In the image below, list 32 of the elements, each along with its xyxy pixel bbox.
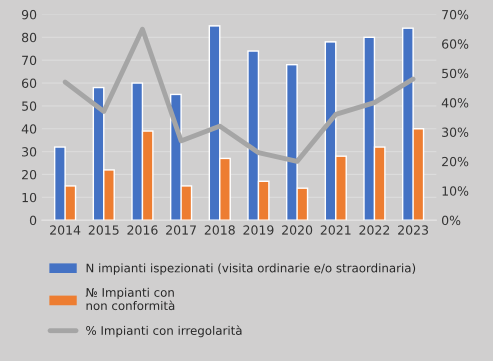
y-tick-label: 0 xyxy=(30,216,36,226)
legend-label: N impianti ispezionati (visita ordinarie e/o straordinaria) xyxy=(86,263,416,275)
y-tick-label: 30 xyxy=(22,147,36,157)
legend-label: % Impianti con irregolarità xyxy=(86,325,242,338)
y-tick-label: 70 xyxy=(22,56,36,66)
x-tick-label: 2015 xyxy=(88,225,119,235)
y2-tick-label: 10% xyxy=(442,186,468,196)
y2-tick-label: 70% xyxy=(442,10,468,20)
y2-tick-label: 20% xyxy=(442,156,468,166)
x-tick-label: 2014 xyxy=(50,225,80,235)
line-series xyxy=(62,26,416,164)
y2-tick-label: 40% xyxy=(442,98,468,108)
legend-label: № Impianti con non conformità xyxy=(86,288,174,310)
y-tick-label: 40 xyxy=(22,124,36,134)
y2-tick-label: 50% xyxy=(442,68,468,78)
x-tick-label: 2021 xyxy=(320,225,351,235)
x-tick-label: 2022 xyxy=(359,225,390,235)
x-tick-label: 2018 xyxy=(204,225,235,235)
x-tick-label: 2017 xyxy=(166,225,196,235)
y-tick-label: 20 xyxy=(22,170,36,180)
y-tick-label: 60 xyxy=(22,78,36,88)
x-tick-label: 2020 xyxy=(282,225,312,235)
y-tick-label: 90 xyxy=(22,10,36,20)
x-tick-label: 2016 xyxy=(127,225,158,235)
y-tick-label: 10 xyxy=(22,192,36,202)
x-tick-label: 2019 xyxy=(243,225,274,235)
y2-tick-label: 0% xyxy=(442,216,460,226)
y-tick-label: 80 xyxy=(22,32,36,42)
y-tick-label: 50 xyxy=(22,101,36,111)
x-tick-label: 2023 xyxy=(398,225,428,235)
y2-tick-label: 30% xyxy=(442,127,468,137)
y2-tick-label: 60% xyxy=(442,39,468,49)
